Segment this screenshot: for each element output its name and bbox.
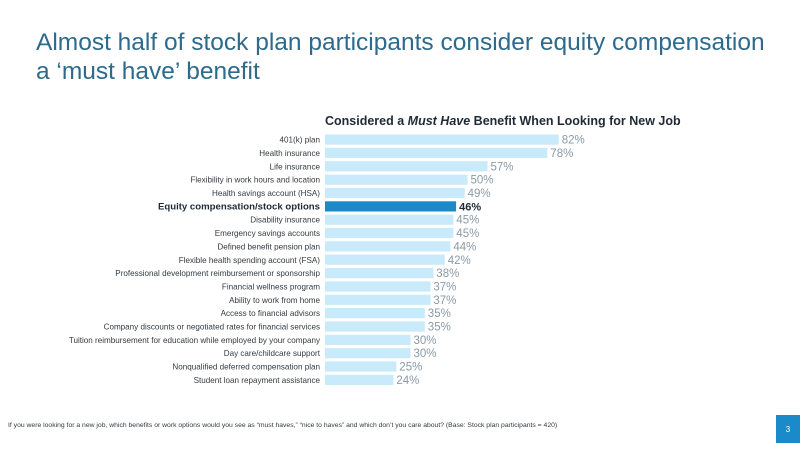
value-label-12: 37% xyxy=(433,295,456,307)
value-label-15: 30% xyxy=(414,335,437,347)
bar-1 xyxy=(325,147,548,158)
bar-16 xyxy=(325,348,411,359)
value-label-8: 44% xyxy=(453,241,476,253)
category-label-6: Disability insurance xyxy=(250,216,320,225)
page-number: 3 xyxy=(776,415,800,443)
category-label-5: Equity compensation/stock options xyxy=(158,201,320,212)
bar-13 xyxy=(325,308,425,319)
chart-title-suffix: Benefit When Looking for New Job xyxy=(470,114,681,128)
chart-title: Considered a Must Have Benefit When Look… xyxy=(325,114,681,128)
slide-title: Almost half of stock plan participants c… xyxy=(36,29,765,85)
bar-14 xyxy=(325,321,425,332)
value-label-10: 38% xyxy=(436,268,459,280)
bar-9 xyxy=(325,254,445,265)
category-label-7: Emergency savings accounts xyxy=(215,229,320,238)
bar-0 xyxy=(325,134,559,145)
bar-4 xyxy=(325,187,465,199)
category-label-12: Ability to work from home xyxy=(229,296,320,305)
value-label-14: 35% xyxy=(428,322,451,334)
value-label-2: 57% xyxy=(491,161,514,173)
bar-7 xyxy=(325,227,454,239)
value-label-4: 49% xyxy=(468,188,491,200)
category-label-0: 401(k) plan xyxy=(280,136,321,145)
bar-2 xyxy=(325,161,488,172)
bar-15 xyxy=(325,334,411,345)
category-label-10: Professional development reimbursement o… xyxy=(115,269,320,278)
value-label-7: 45% xyxy=(456,228,479,240)
category-label-18: Student loan repayment assistance xyxy=(194,376,321,385)
bar-10 xyxy=(325,268,434,279)
value-label-0: 82% xyxy=(562,135,585,147)
bar-12 xyxy=(325,294,431,305)
category-label-4: Health savings account (HSA) xyxy=(212,189,320,198)
category-label-1: Health insurance xyxy=(259,149,320,158)
bar-8 xyxy=(325,241,451,252)
category-label-3: Flexibility in work hours and location xyxy=(190,176,320,185)
category-label-14: Company discounts or negotiated rates fo… xyxy=(104,323,320,332)
value-label-11: 37% xyxy=(433,282,456,294)
bar-17 xyxy=(325,361,397,372)
value-label-16: 30% xyxy=(414,348,437,360)
category-label-15: Tuition reimbursement for education whil… xyxy=(69,336,321,345)
category-label-11: Financial wellness program xyxy=(222,283,320,292)
value-label-1: 78% xyxy=(550,148,573,160)
bar-5 xyxy=(325,201,457,212)
value-label-17: 25% xyxy=(399,362,422,374)
bar-11 xyxy=(325,281,431,292)
category-label-17: Nonqualified deferred compensation plan xyxy=(172,363,320,372)
category-label-9: Flexible health spending account (FSA) xyxy=(179,256,321,265)
value-label-13: 35% xyxy=(428,308,451,320)
value-label-3: 50% xyxy=(471,175,494,187)
value-label-5: 46% xyxy=(459,201,481,213)
chart-title-prefix: Considered a xyxy=(325,114,408,128)
footnote: If you were looking for a new job, which… xyxy=(8,422,558,429)
category-label-2: Life insurance xyxy=(270,162,321,171)
value-label-6: 45% xyxy=(456,215,479,227)
category-label-16: Day care/childcare support xyxy=(224,349,321,358)
chart-title-emphasis: Must Have xyxy=(407,114,471,128)
category-label-8: Defined benefit pension plan xyxy=(217,242,320,251)
value-label-18: 24% xyxy=(396,375,419,387)
category-label-13: Access to financial advisors xyxy=(221,309,320,318)
value-label-9: 42% xyxy=(448,255,471,267)
bar-3 xyxy=(325,174,468,185)
bar-18 xyxy=(325,374,394,385)
bar-6 xyxy=(325,214,454,225)
